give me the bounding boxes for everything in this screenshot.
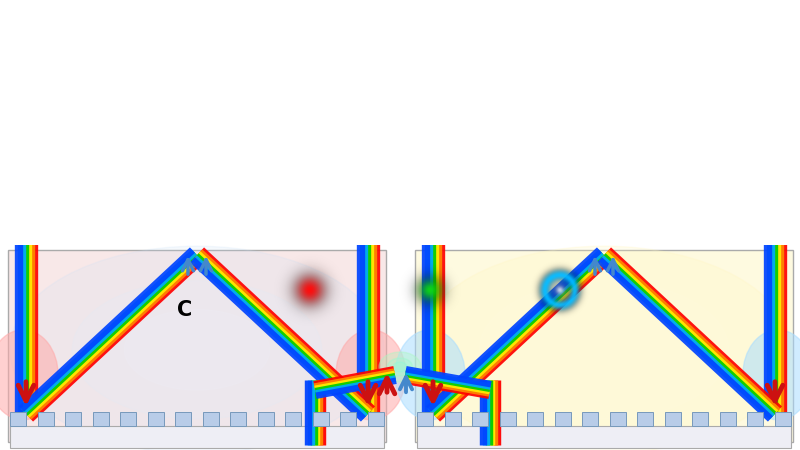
Bar bbox=[175, 412, 191, 426]
Ellipse shape bbox=[479, 281, 729, 419]
Bar bbox=[417, 412, 433, 426]
Bar bbox=[610, 412, 626, 426]
Bar bbox=[554, 412, 570, 426]
Bar bbox=[775, 412, 791, 426]
Ellipse shape bbox=[395, 330, 465, 420]
Ellipse shape bbox=[387, 358, 413, 376]
Bar bbox=[472, 412, 488, 426]
Bar bbox=[93, 412, 109, 426]
Bar bbox=[638, 412, 654, 426]
Bar bbox=[286, 412, 302, 426]
Ellipse shape bbox=[393, 362, 407, 372]
Bar bbox=[368, 412, 384, 426]
Ellipse shape bbox=[393, 362, 407, 372]
Ellipse shape bbox=[336, 330, 406, 420]
Ellipse shape bbox=[379, 352, 421, 382]
Bar bbox=[445, 412, 461, 426]
Bar bbox=[258, 412, 274, 426]
Bar bbox=[10, 412, 26, 426]
Ellipse shape bbox=[743, 330, 800, 420]
Ellipse shape bbox=[417, 246, 791, 450]
Bar bbox=[747, 412, 763, 426]
Bar bbox=[230, 412, 246, 426]
Bar bbox=[415, 250, 793, 442]
Bar bbox=[120, 412, 136, 426]
Bar bbox=[720, 412, 736, 426]
Ellipse shape bbox=[379, 352, 421, 382]
Bar bbox=[38, 412, 54, 426]
Bar bbox=[500, 412, 516, 426]
Ellipse shape bbox=[387, 358, 413, 376]
Bar bbox=[527, 412, 543, 426]
Ellipse shape bbox=[72, 281, 322, 419]
Bar bbox=[8, 250, 386, 442]
Bar bbox=[313, 412, 329, 426]
Ellipse shape bbox=[10, 246, 384, 450]
Bar bbox=[692, 412, 708, 426]
Ellipse shape bbox=[124, 310, 270, 390]
Bar bbox=[582, 412, 598, 426]
Bar bbox=[417, 426, 791, 448]
Bar bbox=[665, 412, 681, 426]
Bar bbox=[10, 426, 384, 448]
Text: C: C bbox=[178, 300, 193, 320]
Bar bbox=[202, 412, 218, 426]
Bar bbox=[341, 412, 357, 426]
Ellipse shape bbox=[0, 330, 58, 420]
Bar bbox=[148, 412, 164, 426]
Bar bbox=[65, 412, 81, 426]
